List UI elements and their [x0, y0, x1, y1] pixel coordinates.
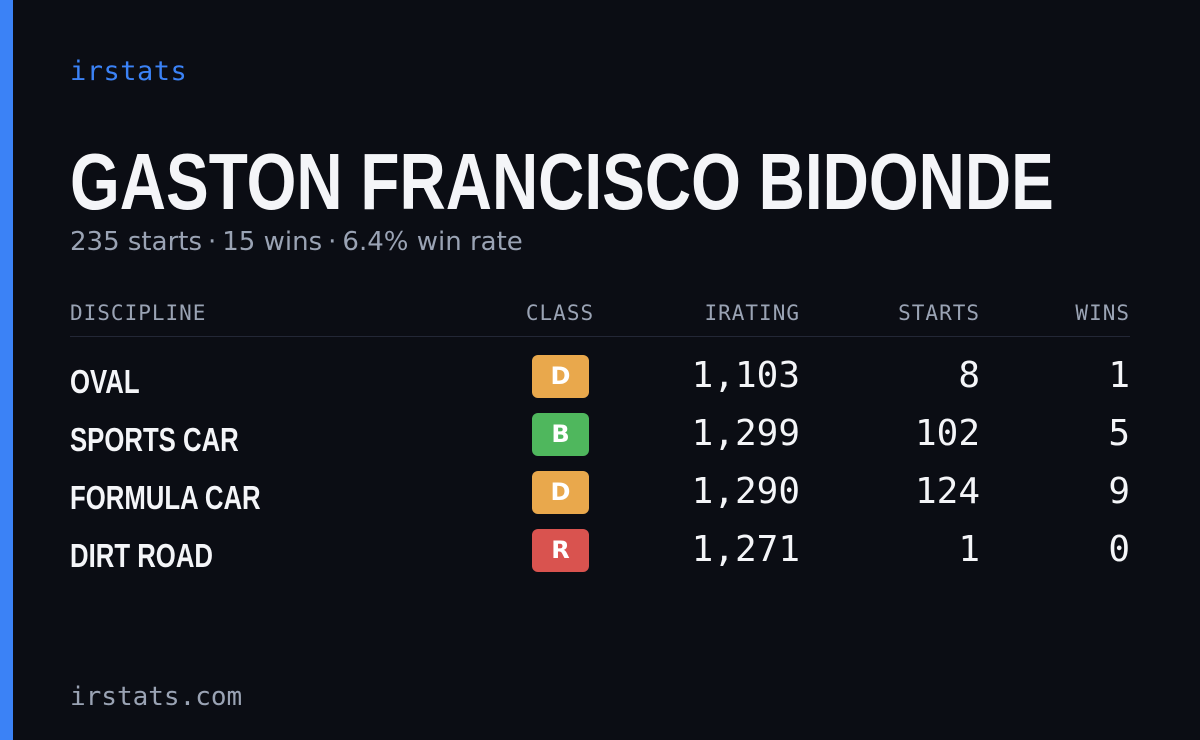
accent-bar: [0, 0, 13, 740]
header-discipline: DISCIPLINE: [70, 301, 207, 325]
header-wins: WINS: [1075, 301, 1130, 325]
wins-value: 1: [1108, 355, 1130, 396]
class-badge: R: [532, 529, 589, 572]
starts-value: 8: [958, 355, 980, 396]
class-badge: B: [532, 413, 589, 456]
wins-value: 9: [1108, 471, 1130, 512]
table-row: SPORTS CAR B 1,299 102 5: [70, 411, 1130, 469]
win-rate-summary: 6.4% win rate: [342, 227, 523, 257]
header-class: CLASS: [525, 301, 595, 325]
footer-url: irstats.com: [70, 682, 243, 712]
discipline-name: DIRT ROAD: [70, 537, 213, 574]
wins-value: 0: [1108, 529, 1130, 570]
starts-summary: 235 starts: [70, 227, 202, 257]
discipline-name: FORMULA CAR: [70, 479, 261, 516]
brand-logo: irstats: [70, 56, 188, 87]
wins-summary: 15 wins: [222, 227, 323, 257]
starts-value: 102: [914, 413, 980, 454]
irating-value: 1,299: [691, 413, 800, 454]
player-name: GASTON FRANCISCO BIDONDE: [70, 137, 1054, 226]
discipline-name: SPORTS CAR: [70, 421, 239, 458]
irating-value: 1,271: [691, 529, 800, 570]
table-row: OVAL D 1,103 8 1: [70, 353, 1130, 411]
discipline-name: OVAL: [70, 363, 140, 400]
player-summary: 235 starts · 15 wins · 6.4% win rate: [70, 227, 523, 257]
irating-value: 1,290: [691, 471, 800, 512]
table-row: DIRT ROAD R 1,271 1 0: [70, 527, 1130, 585]
irating-value: 1,103: [691, 355, 800, 396]
table-header: DISCIPLINE CLASS IRATING STARTS WINS: [70, 296, 1130, 337]
header-starts: STARTS: [898, 301, 980, 325]
wins-value: 5: [1108, 413, 1130, 454]
summary-separator: ·: [328, 227, 337, 257]
table-row: FORMULA CAR D 1,290 124 9: [70, 469, 1130, 527]
summary-separator: ·: [208, 227, 217, 257]
starts-value: 1: [958, 529, 980, 570]
starts-value: 124: [914, 471, 980, 512]
header-irating: IRATING: [704, 301, 800, 325]
table-body: OVAL D 1,103 8 1 SPORTS CAR B 1,299 102 …: [70, 353, 1130, 585]
class-badge: D: [532, 471, 589, 514]
class-badge: D: [532, 355, 589, 398]
stats-table: DISCIPLINE CLASS IRATING STARTS WINS OVA…: [70, 296, 1130, 585]
